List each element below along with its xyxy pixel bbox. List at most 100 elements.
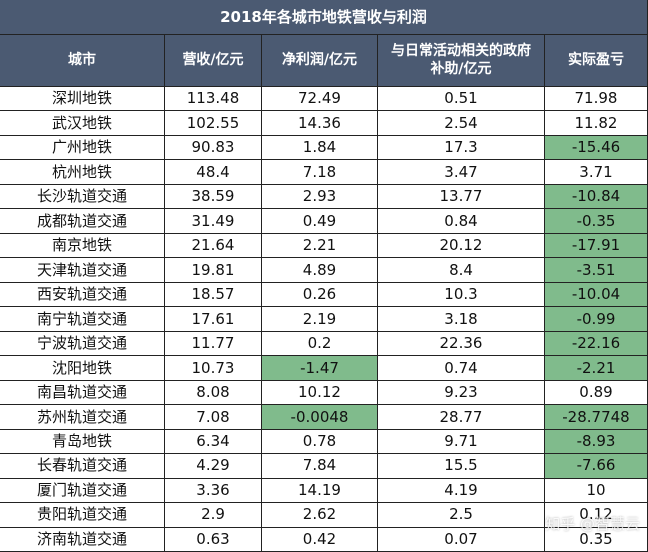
table-cell: 2.93 — [262, 184, 378, 210]
table-cell: -8.93 — [545, 429, 648, 455]
column-header: 城市 — [0, 35, 165, 87]
table-cell: 10 — [545, 478, 648, 504]
column-header: 实际盈亏 — [545, 35, 648, 87]
table-cell: 11.82 — [545, 111, 648, 136]
table-cell: -0.35 — [545, 209, 648, 234]
table-cell: 0.89 — [545, 380, 648, 406]
table-cell: 南京地铁 — [0, 233, 165, 259]
table-cell: 38.59 — [165, 184, 262, 210]
table-cell: 15.5 — [378, 454, 545, 479]
table-cell: 11.77 — [165, 331, 262, 357]
table-cell: 2.19 — [262, 307, 378, 332]
table-cell: 济南轨道交通 — [0, 527, 165, 552]
table-cell: -10.04 — [545, 282, 648, 308]
table-cell: -22.16 — [545, 331, 648, 357]
table-cell: 71.98 — [545, 87, 648, 112]
table-cell: 17.3 — [378, 135, 545, 161]
table-cell: 3.36 — [165, 478, 262, 504]
table-cell: 0.84 — [378, 209, 545, 234]
table-cell: 3.71 — [545, 160, 648, 185]
table-cell: 8.08 — [165, 380, 262, 406]
table-cell: 4.89 — [262, 258, 378, 283]
table-cell: 武汉地铁 — [0, 111, 165, 136]
table-cell: 南宁轨道交通 — [0, 307, 165, 332]
table-cell: 成都轨道交通 — [0, 209, 165, 234]
table-cell: -28.7748 — [545, 405, 648, 430]
table-cell: 0.2 — [262, 331, 378, 357]
table-cell: 广州地铁 — [0, 135, 165, 161]
table-cell: 10.12 — [262, 380, 378, 406]
table-cell: 贵阳轨道交通 — [0, 503, 165, 528]
table-cell: 0.63 — [165, 527, 262, 552]
table-cell: 48.4 — [165, 160, 262, 185]
table-cell: 19.81 — [165, 258, 262, 283]
table-cell: 6.34 — [165, 429, 262, 455]
table-cell: 28.77 — [378, 405, 545, 430]
table-cell: -1.47 — [262, 356, 378, 381]
table-cell: 0.26 — [262, 282, 378, 308]
column-header: 营收/亿元 — [165, 35, 262, 87]
column-header: 与日常活动相关的政府补助/亿元 — [378, 35, 545, 87]
table-cell: 4.19 — [378, 478, 545, 504]
table-cell: 20.12 — [378, 233, 545, 259]
table-cell: 0.07 — [378, 527, 545, 552]
table-cell: 0.78 — [262, 429, 378, 455]
table-cell: -0.0048 — [262, 405, 378, 430]
column-header: 净利润/亿元 — [262, 35, 378, 87]
table-cell: 2.21 — [262, 233, 378, 259]
table-cell: 杭州地铁 — [0, 160, 165, 185]
table-cell: 8.4 — [378, 258, 545, 283]
table-cell: 21.64 — [165, 233, 262, 259]
table-cell: 4.29 — [165, 454, 262, 479]
table-cell: 9.23 — [378, 380, 545, 406]
table-cell: 0.42 — [262, 527, 378, 552]
table-cell: 3.18 — [378, 307, 545, 332]
table-cell: 18.57 — [165, 282, 262, 308]
table-cell: 青岛地铁 — [0, 429, 165, 455]
table-cell: 天津轨道交通 — [0, 258, 165, 283]
table-cell: 31.49 — [165, 209, 262, 234]
table-cell: 0.74 — [378, 356, 545, 381]
table-cell: 沈阳地铁 — [0, 356, 165, 381]
table-cell: 22.36 — [378, 331, 545, 357]
table-cell: 3.47 — [378, 160, 545, 185]
table-title: 2018年各城市地铁营收与利润 — [0, 0, 648, 35]
table-cell: 2.9 — [165, 503, 262, 528]
table-cell: 90.83 — [165, 135, 262, 161]
table-cell: 长春轨道交通 — [0, 454, 165, 479]
table-cell: -3.51 — [545, 258, 648, 283]
table-cell: -10.84 — [545, 184, 648, 210]
table-cell: 0.51 — [378, 87, 545, 112]
table-cell: 南昌轨道交通 — [0, 380, 165, 406]
table-cell: 2.62 — [262, 503, 378, 528]
table-cell: -0.99 — [545, 307, 648, 332]
table-cell: 深圳地铁 — [0, 87, 165, 112]
table-cell: 7.18 — [262, 160, 378, 185]
table-cell: 72.49 — [262, 87, 378, 112]
table-cell: 13.77 — [378, 184, 545, 210]
table-cell: 9.71 — [378, 429, 545, 455]
table-cell: 113.48 — [165, 87, 262, 112]
table-cell: 10.3 — [378, 282, 545, 308]
table-cell: 厦门轨道交通 — [0, 478, 165, 504]
table-cell: -15.46 — [545, 135, 648, 161]
table-cell: -17.91 — [545, 233, 648, 259]
table-cell: 17.61 — [165, 307, 262, 332]
table-cell: 102.55 — [165, 111, 262, 136]
table-cell: 苏州轨道交通 — [0, 405, 165, 430]
table-cell: 1.84 — [262, 135, 378, 161]
table-cell: 长沙轨道交通 — [0, 184, 165, 210]
table-cell: -7.66 — [545, 454, 648, 479]
table-cell: 2.5 — [378, 503, 545, 528]
table-cell: 10.73 — [165, 356, 262, 381]
table-cell: 7.08 — [165, 405, 262, 430]
table-cell: 7.84 — [262, 454, 378, 479]
table-cell: 宁波轨道交通 — [0, 331, 165, 357]
table-cell: 2.54 — [378, 111, 545, 136]
watermark: 知乎 @智慧云 — [545, 515, 640, 533]
table-cell: -2.21 — [545, 356, 648, 381]
table-cell: 14.19 — [262, 478, 378, 504]
table-cell: 14.36 — [262, 111, 378, 136]
table-cell: 西安轨道交通 — [0, 282, 165, 308]
